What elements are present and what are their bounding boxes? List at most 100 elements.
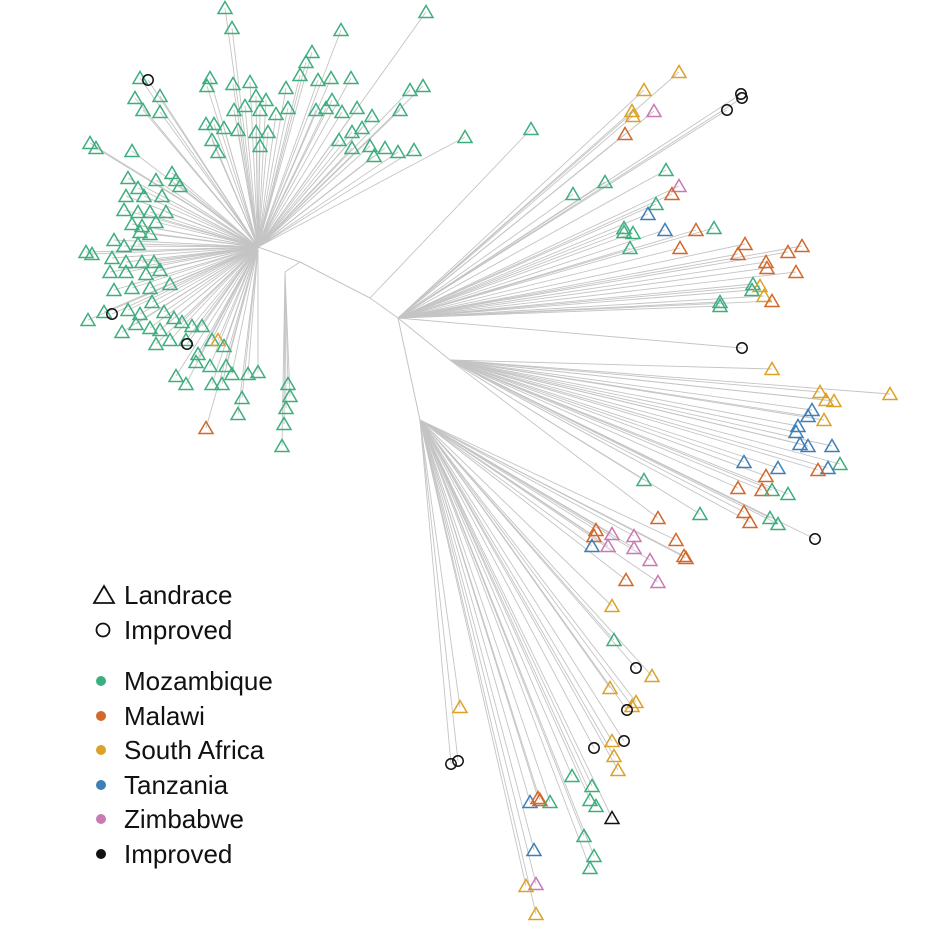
tree-branch [211, 246, 259, 385]
landrace-tip-marker [587, 522, 605, 537]
landrace-tip-marker [819, 460, 837, 475]
tree-branch [257, 79, 319, 248]
legend-item-tanzania: Tanzania [92, 768, 273, 803]
landrace-tip-marker [205, 116, 223, 131]
landrace-tip-marker [133, 254, 151, 269]
tree-branch [151, 246, 259, 303]
tree-branch [397, 229, 666, 319]
landrace-tip-marker [297, 54, 315, 69]
landrace-tip-marker [247, 124, 265, 139]
landrace-tip-marker [161, 332, 179, 347]
tree-branch [397, 261, 767, 319]
landrace-tip-marker [603, 810, 621, 825]
tree-branch [449, 359, 821, 393]
tree-branch [397, 89, 645, 319]
tree-branch [419, 419, 625, 742]
landrace-tip-marker [147, 336, 165, 351]
tree-branch [257, 131, 353, 248]
internal-branch [257, 246, 301, 263]
landrace-tip-marker [769, 516, 787, 531]
landrace-tip-marker [711, 298, 729, 313]
tree-branch [397, 193, 574, 319]
triangle-icon [92, 583, 124, 607]
tree-branch [397, 289, 753, 319]
landrace-tip-marker [141, 320, 159, 335]
landrace-tip-marker [167, 368, 185, 383]
landrace-tip-marker [165, 310, 183, 325]
tree-branch [111, 246, 259, 259]
legend-label-malawi: Malawi [124, 700, 205, 731]
tree-branch [137, 243, 259, 248]
tree-branch [449, 359, 659, 519]
landrace-tip-marker [126, 90, 144, 105]
improved-tip-marker [452, 755, 464, 767]
tree-branch [449, 359, 779, 469]
landrace-tip-marker [815, 412, 833, 427]
landrace-tip-marker [307, 102, 325, 117]
legend-item-malawi: Malawi [92, 699, 273, 734]
tree-branch [257, 136, 466, 248]
tree-branch [419, 419, 537, 885]
legend-label-tanzania: Tanzania [124, 769, 229, 800]
landrace-tip-marker [317, 100, 335, 115]
landrace-tip-marker [123, 280, 141, 295]
tree-branch [257, 107, 327, 248]
legend-item-improved-shape: Improved [92, 613, 273, 648]
tree-branch [159, 111, 259, 248]
legend-label-south-africa: South Africa [124, 735, 265, 766]
landrace-tip-marker [239, 366, 257, 381]
dot-icon [92, 669, 124, 693]
tree-branch [397, 317, 743, 349]
landrace-tip-marker [223, 366, 241, 381]
tree-branch [397, 185, 680, 319]
dot-icon [92, 842, 124, 866]
landrace-tip-marker [233, 390, 251, 405]
tree-branch [449, 359, 835, 402]
landrace-tip-marker [647, 196, 665, 211]
tree-branch [397, 133, 626, 319]
landrace-tip-marker [115, 202, 133, 217]
landrace-tip-marker [711, 294, 729, 309]
landrace-tip-marker [763, 482, 781, 497]
landrace-tip-marker [145, 254, 163, 269]
landrace-tip-marker [119, 302, 137, 317]
landrace-tip-marker [657, 162, 675, 177]
tree-branch [449, 359, 809, 447]
landrace-tip-marker [187, 354, 205, 369]
tree-branch [397, 213, 649, 319]
landrace-tip-marker [522, 121, 540, 136]
tree-branch [419, 419, 461, 708]
tree-branch [223, 127, 259, 248]
tree-branch [257, 127, 363, 248]
tree-branch [397, 115, 634, 319]
landrace-tip-marker [123, 216, 141, 231]
landrace-tip-marker [127, 316, 145, 331]
improved-tip-marker [809, 533, 821, 545]
tree-branch [449, 359, 797, 433]
landrace-tip-marker [757, 468, 775, 483]
landrace-tip-marker [621, 240, 639, 255]
landrace-tip-marker [585, 848, 603, 863]
landrace-tip-marker [257, 92, 275, 107]
tree-branch [419, 419, 628, 711]
landrace-tip-marker [131, 306, 149, 321]
tree-branch [419, 419, 659, 583]
landrace-tip-marker [641, 552, 659, 567]
legend: Landrace Improved Mozambique Malawi Sout… [92, 578, 273, 871]
landrace-tip-marker [225, 102, 243, 117]
tree-branch [419, 419, 591, 801]
landrace-tip-marker [279, 100, 297, 115]
tree-branch [397, 295, 765, 319]
tree-branch [244, 105, 259, 248]
landrace-tip-marker [259, 124, 277, 139]
landrace-tip-marker [193, 318, 211, 333]
landrace-tip-marker [763, 293, 781, 308]
landrace-tip-marker [342, 70, 360, 85]
tree-branch [449, 359, 825, 421]
landrace-tip-marker [405, 142, 423, 157]
tree-branch [231, 246, 259, 375]
landrace-tip-marker [267, 106, 285, 121]
tree-branch [419, 419, 537, 915]
landrace-tip-marker [117, 264, 135, 279]
